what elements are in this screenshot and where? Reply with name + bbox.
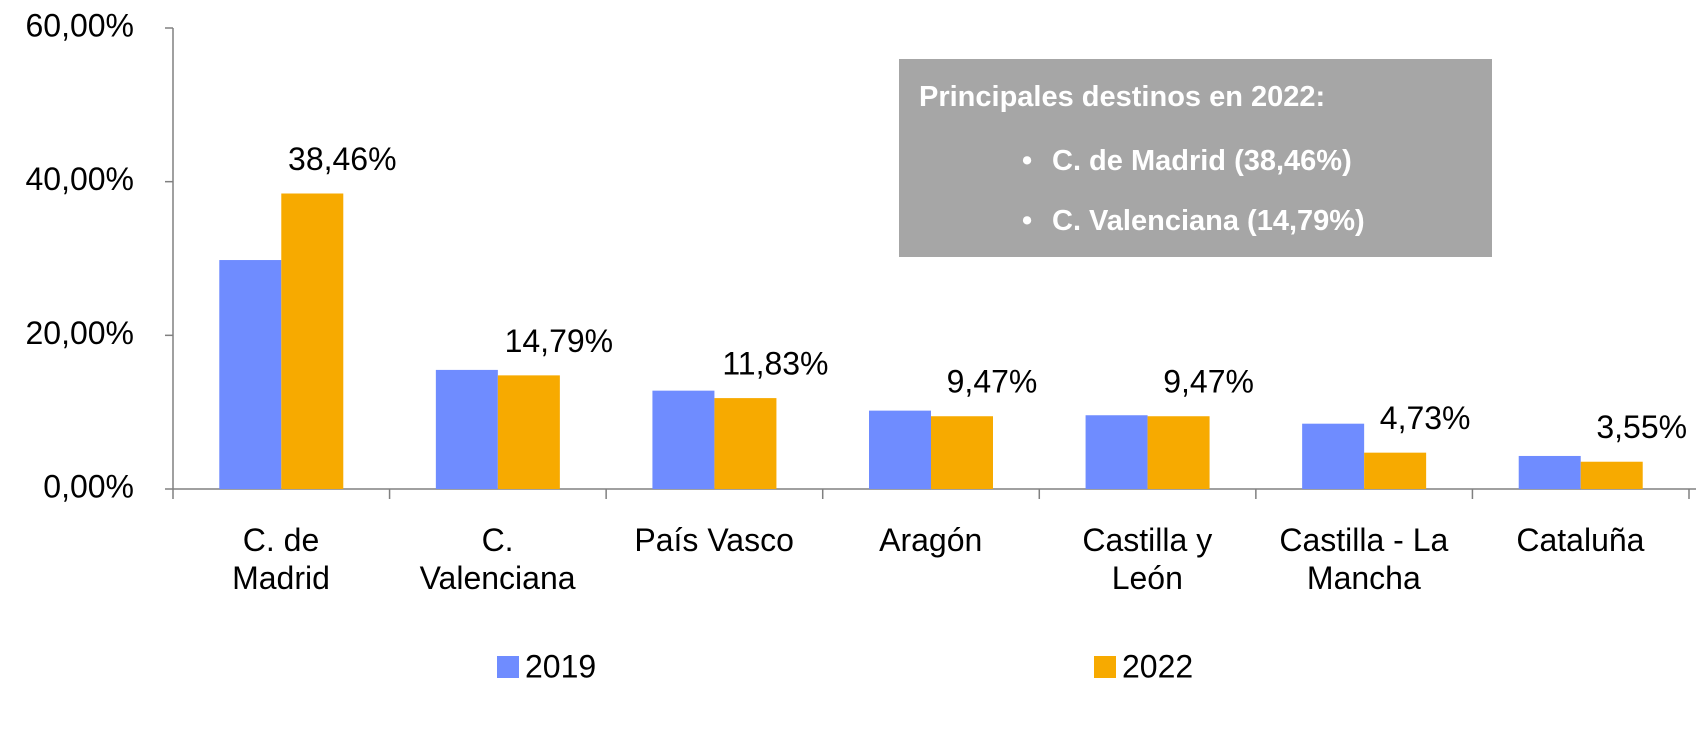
x-tick-label: C. Valenciana [419,522,576,596]
annotation-item: C. de Madrid (38,46%) [1022,145,1352,178]
legend-label: 2019 [525,648,596,684]
bar [931,416,993,489]
bar [1580,461,1643,489]
y-tick-label: 20,00% [25,315,134,351]
data-label: 9,47% [1163,364,1254,400]
annotation-box: Principales destinos en 2022: C. de Madr… [899,59,1492,257]
annotation-title: Principales destinos en 2022: [919,81,1326,113]
bar [219,260,282,489]
x-tick-label: Cataluña [1516,522,1645,558]
bar [1518,455,1581,489]
data-label: 11,83% [722,346,828,382]
x-tick-label: Castilla - La Mancha [1279,522,1449,596]
legend-swatch [497,656,519,678]
data-label: 9,47% [947,364,1038,400]
bar [1085,415,1148,489]
bar [1364,452,1427,489]
data-label: 3,55% [1596,409,1687,445]
bar [435,369,498,489]
bar [652,390,715,489]
y-tick-label: 60,00% [25,7,134,43]
x-tick-label: Aragón [879,522,983,558]
legend-label: 2022 [1122,648,1193,684]
data-label: 14,79% [505,323,614,359]
legend-swatch [1094,656,1116,678]
x-tick-label: Castilla y León [1082,522,1213,596]
annotation-item: C. Valenciana (14,79%) [1022,205,1365,238]
data-label: 4,73% [1380,400,1471,436]
x-tick-label: C. de Madrid [232,522,330,596]
bar [714,398,777,489]
bar [497,375,560,489]
y-tick-label: 40,00% [25,161,134,197]
bar [869,410,931,489]
bar [1302,423,1365,489]
bar [281,193,344,489]
bar [1147,416,1210,489]
x-tick-label: País Vasco [634,522,794,558]
data-label: 38,46% [288,141,397,177]
y-tick-label: 0,00% [43,468,134,504]
